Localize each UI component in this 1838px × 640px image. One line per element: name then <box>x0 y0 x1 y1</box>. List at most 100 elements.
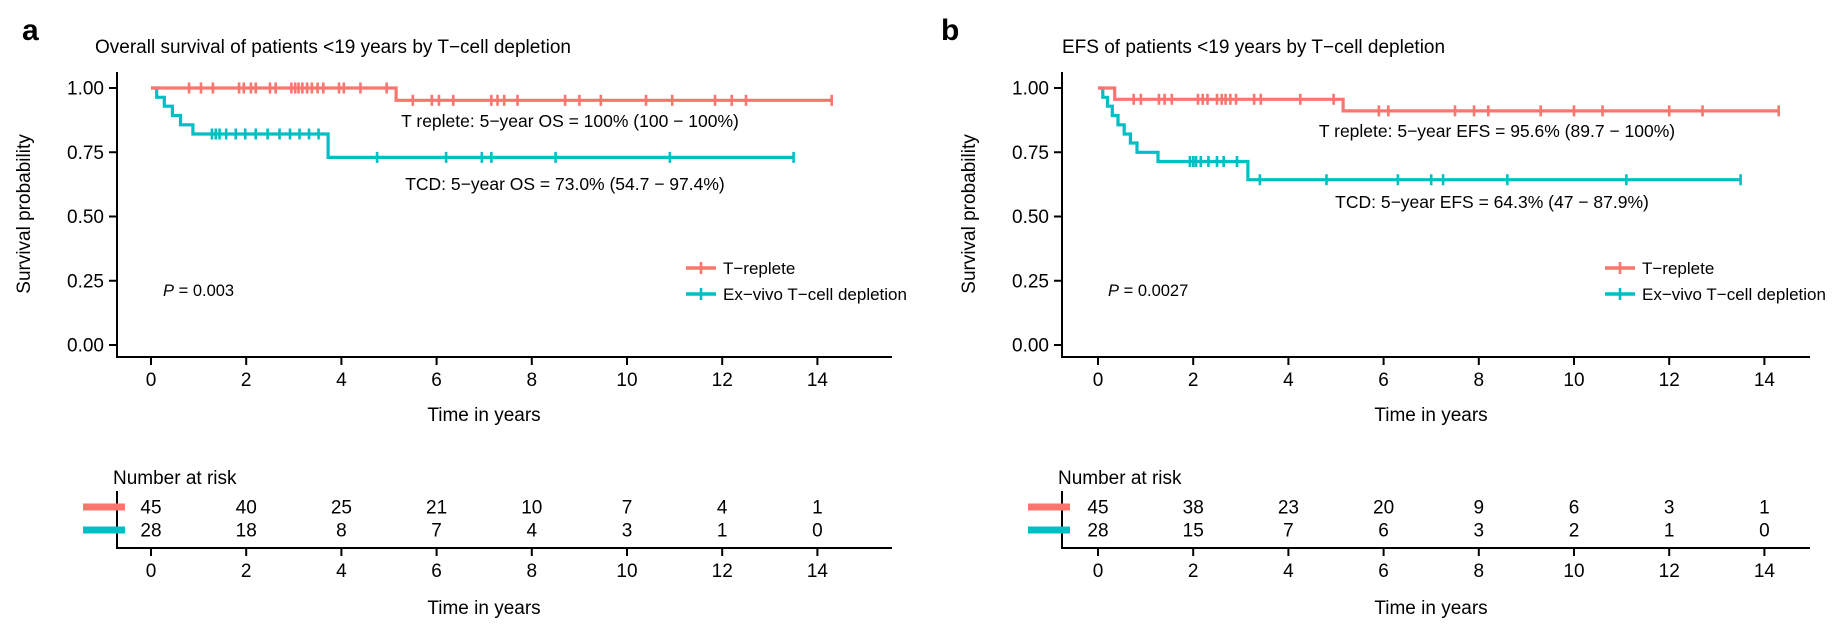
legend-item-t-replete: T−replete <box>686 259 795 278</box>
risk-row-marker-t-replete <box>1028 503 1070 511</box>
x-tick-label: 2 <box>1188 370 1199 391</box>
risk-x-tick-label: 0 <box>146 561 157 582</box>
risk-count: 3 <box>1664 498 1675 519</box>
risk-count: 0 <box>1759 521 1770 542</box>
risk-count: 38 <box>1183 498 1204 519</box>
risk-x-tick-label: 2 <box>241 561 252 582</box>
risk-x-tick-label: 10 <box>616 561 637 582</box>
risk-table-header: Number at risk <box>113 468 237 489</box>
risk-count: 45 <box>1087 498 1108 519</box>
legend-label: T−replete <box>1642 259 1714 278</box>
risk-x-tick-label: 12 <box>1659 561 1680 582</box>
annotation-t-replete: T replete: 5−year OS = 100% (100 − 100%) <box>401 111 739 131</box>
risk-count: 2 <box>1569 521 1580 542</box>
risk-x-axis-title: Time in years <box>1374 598 1487 619</box>
risk-count: 15 <box>1183 521 1204 542</box>
y-tick-label: 0.00 <box>67 336 104 357</box>
x-tick-label: 14 <box>807 370 829 391</box>
y-tick-label: 1.00 <box>67 79 104 100</box>
legend: T−replete Ex−vivo T−cell depletion <box>686 259 907 304</box>
y-tick-label: 1.00 <box>1012 79 1049 100</box>
risk-x-tick-label: 4 <box>1283 561 1294 582</box>
risk-count: 25 <box>331 498 352 519</box>
x-tick-label: 4 <box>1283 370 1294 391</box>
risk-x-tick-label: 0 <box>1093 561 1104 582</box>
p-symbol: P <box>1108 282 1119 300</box>
risk-row-marker-t-replete <box>83 503 125 511</box>
y-tick-label: 0.25 <box>67 271 104 292</box>
risk-x-tick-label: 14 <box>1754 561 1776 582</box>
legend-item-ex-vivo-tcd: Ex−vivo T−cell depletion <box>686 285 907 304</box>
x-tick-label: 8 <box>1474 370 1485 391</box>
x-tick-label: 12 <box>1659 370 1680 391</box>
km-curve-t-replete <box>1098 86 1779 113</box>
risk-x-tick-label: 8 <box>527 561 538 582</box>
p-value-text: = 0.003 <box>174 282 234 300</box>
risk-x-tick-label: 4 <box>336 561 347 582</box>
risk-count: 45 <box>140 498 161 519</box>
risk-x-tick-label: 8 <box>1474 561 1485 582</box>
risk-count: 6 <box>1378 521 1389 542</box>
risk-row-marker-ex-vivo-tcd <box>1028 526 1070 534</box>
x-axis-title: Time in years <box>427 405 540 426</box>
risk-count: 1 <box>1664 521 1675 542</box>
risk-count: 7 <box>622 498 633 519</box>
risk-count: 21 <box>426 498 447 519</box>
y-tick-label: 0.75 <box>67 143 104 164</box>
x-axis-title: Time in years <box>1374 405 1487 426</box>
y-tick-label: 0.25 <box>1012 271 1049 292</box>
legend-label: T−replete <box>723 259 795 278</box>
risk-x-axis-title: Time in years <box>427 598 540 619</box>
x-tick-label: 0 <box>1093 370 1104 391</box>
annotation-tcd: TCD: 5−year OS = 73.0% (54.7 − 97.4%) <box>405 174 725 194</box>
legend: T−replete Ex−vivo T−cell depletion <box>1605 259 1826 304</box>
risk-x-tick-label: 6 <box>1378 561 1389 582</box>
x-tick-label: 4 <box>336 370 347 391</box>
km-curve-t-replete <box>151 86 832 102</box>
risk-count: 9 <box>1474 498 1485 519</box>
annotation-tcd: TCD: 5−year EFS = 64.3% (47 − 87.9%) <box>1335 192 1649 212</box>
x-tick-label: 10 <box>616 370 637 391</box>
risk-x-tick-label: 6 <box>431 561 442 582</box>
x-tick-label: 6 <box>1378 370 1389 391</box>
x-tick-label: 12 <box>712 370 733 391</box>
p-symbol: P <box>163 282 174 300</box>
risk-count: 3 <box>622 521 633 542</box>
risk-count: 1 <box>717 521 728 542</box>
risk-count: 20 <box>1373 498 1394 519</box>
panel-b: b EFS of patients <19 years by T−cell de… <box>919 0 1838 640</box>
legend-label: Ex−vivo T−cell depletion <box>1642 285 1826 304</box>
risk-count: 1 <box>1759 498 1770 519</box>
risk-count: 40 <box>236 498 257 519</box>
km-chart-os: a Overall survival of patients <19 years… <box>14 14 907 619</box>
km-curve-ex-vivo-t-cell-depletion <box>1098 86 1741 182</box>
x-tick-label: 2 <box>241 370 252 391</box>
x-tick-label: 10 <box>1563 370 1584 391</box>
risk-count: 28 <box>1087 521 1108 542</box>
risk-count: 8 <box>336 521 347 542</box>
chart-title: EFS of patients <19 years by T−cell depl… <box>1062 37 1445 58</box>
risk-count: 3 <box>1474 521 1485 542</box>
km-curve-ex-vivo-t-cell-depletion <box>151 86 794 159</box>
risk-count: 28 <box>140 521 161 542</box>
annotation-t-replete: T replete: 5−year EFS = 95.6% (89.7 − 10… <box>1319 121 1675 141</box>
risk-count: 4 <box>527 521 538 542</box>
panel-label-a: a <box>22 14 39 47</box>
legend-item-ex-vivo-tcd: Ex−vivo T−cell depletion <box>1605 285 1826 304</box>
y-tick-label: 0.75 <box>1012 143 1049 164</box>
y-tick-label: 0.50 <box>67 207 104 228</box>
risk-table-header: Number at risk <box>1058 468 1182 489</box>
panel-a: a Overall survival of patients <19 years… <box>14 14 907 619</box>
p-value-text: = 0.0027 <box>1119 282 1188 300</box>
risk-x-tick-label: 2 <box>1188 561 1199 582</box>
panel-label-b: b <box>941 14 959 47</box>
risk-x-tick-label: 14 <box>807 561 829 582</box>
risk-count: 7 <box>1283 521 1294 542</box>
risk-count: 4 <box>717 498 728 519</box>
legend-item-t-replete: T−replete <box>1605 259 1714 278</box>
risk-count: 6 <box>1569 498 1580 519</box>
x-tick-label: 8 <box>527 370 538 391</box>
